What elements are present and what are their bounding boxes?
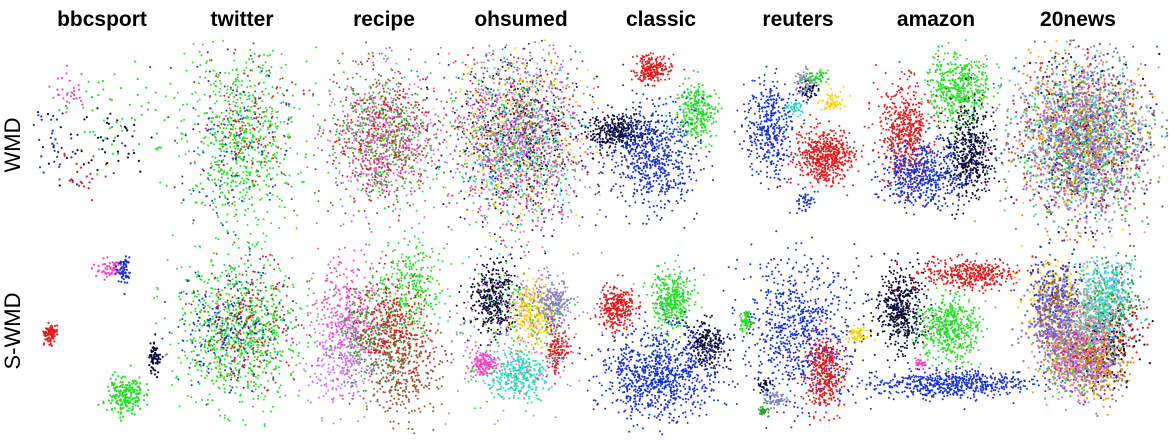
panel-ohsumed-wmd	[418, 39, 661, 277]
panel-recipe-wmd	[293, 41, 469, 263]
panel-classic-swmd	[579, 254, 751, 435]
panel-amazon-wmd	[868, 39, 1003, 220]
panel-twitter-swmd	[153, 219, 369, 427]
panel-reuters-wmd	[734, 66, 866, 215]
panel-twitter-wmd	[121, 40, 329, 286]
panel-bbcsport-swmd	[42, 255, 163, 422]
panel-bbcsport-wmd	[33, 60, 176, 201]
panel-classic-wmd	[575, 52, 722, 269]
panel-recipe-swmd	[285, 203, 473, 434]
